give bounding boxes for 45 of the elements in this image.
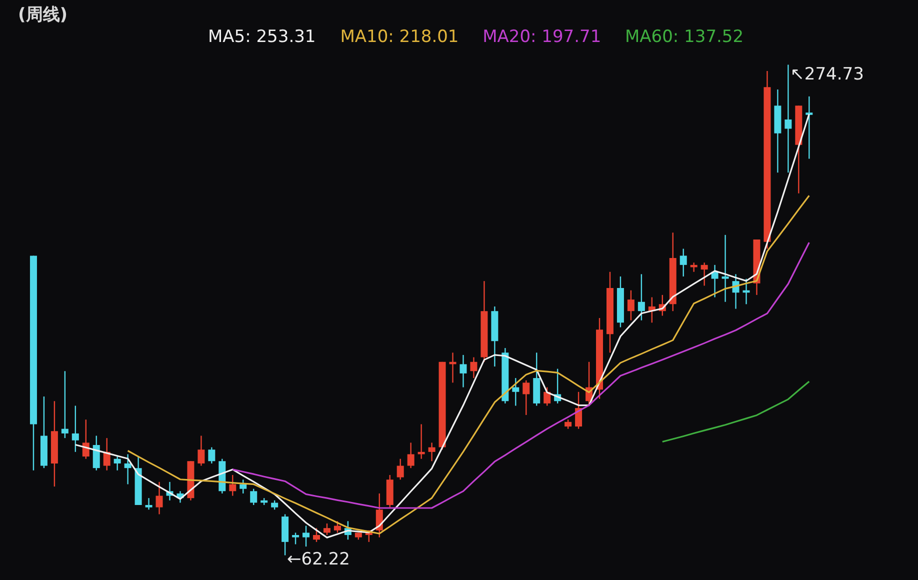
candlestick bbox=[72, 405, 79, 453]
candlestick bbox=[638, 274, 645, 321]
annotation: ←62.22 bbox=[287, 549, 350, 570]
candlestick bbox=[470, 356, 478, 379]
candlestick bbox=[156, 481, 163, 515]
candlestick bbox=[700, 262, 708, 286]
candlestick bbox=[544, 386, 551, 406]
candlestick bbox=[240, 479, 247, 494]
chart-title: (周线) bbox=[18, 5, 68, 25]
candlestick bbox=[407, 442, 414, 469]
candlestick bbox=[396, 458, 404, 480]
candlestick bbox=[334, 520, 341, 534]
candlestick bbox=[302, 525, 310, 548]
candlestick bbox=[271, 500, 278, 510]
candlestick bbox=[198, 435, 205, 466]
candlestick bbox=[114, 456, 121, 471]
text: MA5: 253.31 bbox=[208, 27, 316, 47]
candlestick bbox=[575, 391, 582, 430]
candlestick bbox=[522, 380, 530, 416]
candlestick bbox=[250, 488, 258, 506]
candlestick bbox=[564, 418, 572, 430]
candlestick bbox=[806, 96, 813, 160]
candlestick bbox=[722, 234, 729, 302]
text: MA10: 218.01 bbox=[340, 27, 459, 47]
candlestick bbox=[323, 522, 330, 536]
candlestick bbox=[680, 248, 687, 278]
candlestick bbox=[428, 442, 436, 462]
candlestick bbox=[103, 437, 110, 471]
text: MA60: 137.52 bbox=[625, 27, 744, 47]
candlestick bbox=[784, 64, 792, 174]
text: MA20: 197.71 bbox=[482, 27, 602, 47]
candlestick bbox=[61, 370, 68, 439]
candlestick bbox=[92, 435, 100, 471]
candlestick bbox=[711, 264, 718, 298]
candlestick bbox=[145, 497, 152, 510]
candlestick bbox=[124, 454, 132, 485]
candlestick bbox=[229, 474, 236, 496]
annotation: ↖274.73 bbox=[790, 64, 864, 85]
candlestick bbox=[512, 377, 520, 406]
candlestick bbox=[376, 492, 383, 538]
candlestick bbox=[292, 532, 300, 545]
candlestick bbox=[460, 354, 467, 388]
candlestick bbox=[312, 527, 320, 543]
candlestick bbox=[208, 446, 216, 464]
candlestick bbox=[627, 290, 634, 321]
